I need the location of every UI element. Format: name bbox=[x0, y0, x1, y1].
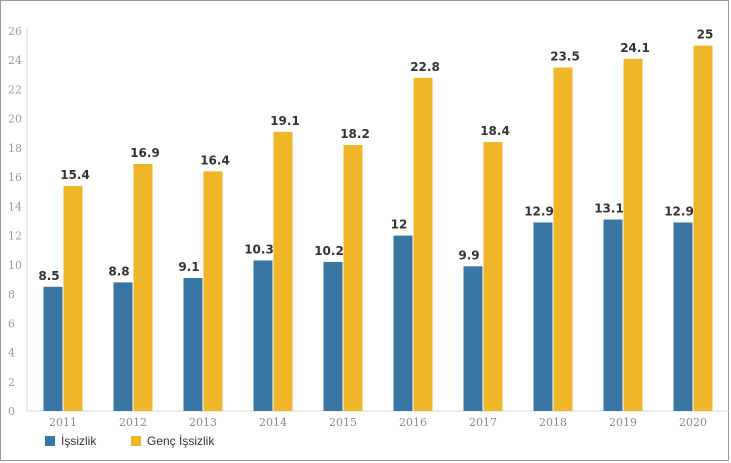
bar-issizlik bbox=[603, 219, 623, 411]
data-label: 10.3 bbox=[244, 242, 274, 256]
y-tick-label: 14 bbox=[8, 200, 22, 213]
y-tick-label: 2 bbox=[8, 376, 15, 389]
x-axis: 2011 2012 2013 2014 2015 2016 2017 2018 2019 2020 bbox=[27, 410, 729, 429]
legend-swatch bbox=[131, 436, 141, 446]
y-tick-label: 6 bbox=[8, 317, 15, 330]
data-label: 16.4 bbox=[200, 153, 230, 167]
x-tick-label: 2017 bbox=[469, 416, 497, 429]
data-label: 12.9 bbox=[524, 204, 554, 218]
bar-genc-issizlik bbox=[553, 67, 573, 412]
x-tick-label: 2018 bbox=[539, 416, 567, 429]
bar-genc-issizlik bbox=[343, 145, 363, 411]
bar-genc-issizlik bbox=[623, 58, 643, 412]
data-label: 15.4 bbox=[60, 168, 90, 182]
y-tick-label: 8 bbox=[8, 288, 15, 301]
data-label: 13.1 bbox=[594, 202, 624, 216]
bars bbox=[43, 45, 713, 412]
bar-genc-issizlik bbox=[133, 164, 153, 411]
y-tick-label: 4 bbox=[8, 347, 15, 360]
data-label: 12 bbox=[391, 218, 408, 232]
y-tick-label: 0 bbox=[8, 405, 15, 418]
data-label: 23.5 bbox=[550, 50, 580, 64]
y-tick-label: 16 bbox=[8, 171, 22, 184]
bar-issizlik bbox=[113, 282, 133, 411]
data-labels: 8.5 15.4 8.8 16.9 9.1 16.4 10.3 19.1 10.2 18.2 12 2… bbox=[38, 28, 713, 283]
legend-label: İşsizlik bbox=[61, 434, 97, 448]
legend-swatch bbox=[45, 436, 55, 446]
legend-label: Genç İşsizlik bbox=[147, 434, 215, 448]
bar-genc-issizlik bbox=[483, 142, 503, 412]
x-tick-label: 2019 bbox=[609, 416, 637, 429]
x-tick-label: 2016 bbox=[399, 416, 427, 429]
bar-issizlik bbox=[183, 278, 203, 411]
y-tick-label: 26 bbox=[8, 25, 22, 38]
data-label: 25 bbox=[697, 28, 714, 42]
x-tick-label: 2020 bbox=[679, 416, 707, 429]
bar-genc-issizlik bbox=[413, 77, 433, 412]
y-tick-label: 10 bbox=[8, 259, 22, 272]
y-tick-label: 18 bbox=[8, 142, 22, 155]
bar-issizlik bbox=[673, 222, 693, 411]
data-label: 9.1 bbox=[178, 260, 199, 274]
bar-issizlik bbox=[323, 261, 343, 411]
data-label: 9.9 bbox=[458, 248, 479, 262]
data-label: 18.4 bbox=[480, 124, 510, 138]
data-label: 8.5 bbox=[38, 269, 59, 283]
x-tick-label: 2011 bbox=[49, 416, 77, 429]
y-tick-label: 20 bbox=[8, 113, 22, 126]
bar-issizlik bbox=[253, 260, 273, 411]
data-label: 10.2 bbox=[314, 244, 344, 258]
bar-genc-issizlik bbox=[63, 185, 83, 411]
data-label: 24.1 bbox=[620, 41, 650, 55]
data-label: 19.1 bbox=[270, 114, 300, 128]
bar-genc-issizlik bbox=[273, 131, 293, 411]
y-tick-label: 22 bbox=[8, 83, 22, 96]
x-tick-label: 2012 bbox=[119, 416, 147, 429]
legend: İşsizlik Genç İşsizlik bbox=[45, 434, 215, 448]
x-tick-label: 2015 bbox=[329, 416, 357, 429]
bar-genc-issizlik bbox=[693, 45, 713, 411]
data-label: 8.8 bbox=[108, 264, 129, 278]
bar-issizlik bbox=[533, 222, 553, 411]
data-label: 16.9 bbox=[130, 146, 160, 160]
x-tick-label: 2013 bbox=[189, 416, 217, 429]
y-tick-label: 12 bbox=[8, 230, 22, 243]
data-label: 22.8 bbox=[410, 60, 440, 74]
bar-issizlik bbox=[463, 266, 483, 411]
x-tick-label: 2014 bbox=[259, 416, 287, 429]
data-label: 12.9 bbox=[664, 204, 694, 218]
bar-issizlik bbox=[393, 235, 413, 411]
bar-genc-issizlik bbox=[203, 171, 223, 411]
data-label: 18.2 bbox=[340, 127, 370, 141]
y-tick-label: 24 bbox=[8, 54, 22, 67]
bar-issizlik bbox=[43, 286, 63, 411]
